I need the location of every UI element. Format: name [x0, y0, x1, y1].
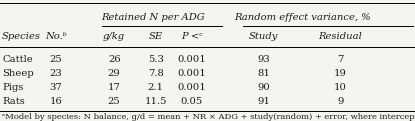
Text: 0.001: 0.001	[177, 55, 206, 64]
Text: 81: 81	[257, 69, 270, 78]
Text: 29: 29	[108, 69, 120, 78]
Text: SE: SE	[149, 32, 163, 41]
Text: 26: 26	[108, 55, 120, 64]
Text: g/kg: g/kg	[103, 32, 125, 41]
Text: 0.05: 0.05	[181, 97, 203, 106]
Text: 2.1: 2.1	[148, 83, 164, 92]
Text: Rats: Rats	[2, 97, 25, 106]
Text: 10: 10	[334, 83, 347, 92]
Text: Retained N per ADG: Retained N per ADG	[101, 13, 205, 22]
Text: 91: 91	[257, 97, 270, 106]
Text: Study: Study	[249, 32, 278, 41]
Text: ᵃModel by species: N balance, g/d = mean + NR × ADG + study(random) + error, whe: ᵃModel by species: N balance, g/d = mean…	[2, 113, 415, 121]
Text: No.ᵇ: No.ᵇ	[45, 32, 67, 41]
Text: 25: 25	[50, 55, 62, 64]
Text: Pigs: Pigs	[2, 83, 24, 92]
Text: Sheep: Sheep	[2, 69, 34, 78]
Text: 23: 23	[50, 69, 62, 78]
Text: 19: 19	[334, 69, 347, 78]
Text: 90: 90	[257, 83, 270, 92]
Text: 0.001: 0.001	[177, 83, 206, 92]
Text: 9: 9	[337, 97, 344, 106]
Text: Random effect variance, %: Random effect variance, %	[234, 13, 371, 22]
Text: 7: 7	[337, 55, 344, 64]
Text: 16: 16	[50, 97, 62, 106]
Text: 11.5: 11.5	[144, 97, 167, 106]
Text: 7.8: 7.8	[148, 69, 164, 78]
Text: 0.001: 0.001	[177, 69, 206, 78]
Text: 17: 17	[107, 83, 121, 92]
Text: 5.3: 5.3	[148, 55, 164, 64]
Text: 25: 25	[108, 97, 120, 106]
Text: Residual: Residual	[318, 32, 362, 41]
Text: 93: 93	[257, 55, 270, 64]
Text: 37: 37	[50, 83, 62, 92]
Text: Cattle: Cattle	[2, 55, 33, 64]
Text: Species: Species	[2, 32, 41, 41]
Text: P <ᶜ: P <ᶜ	[181, 32, 203, 41]
